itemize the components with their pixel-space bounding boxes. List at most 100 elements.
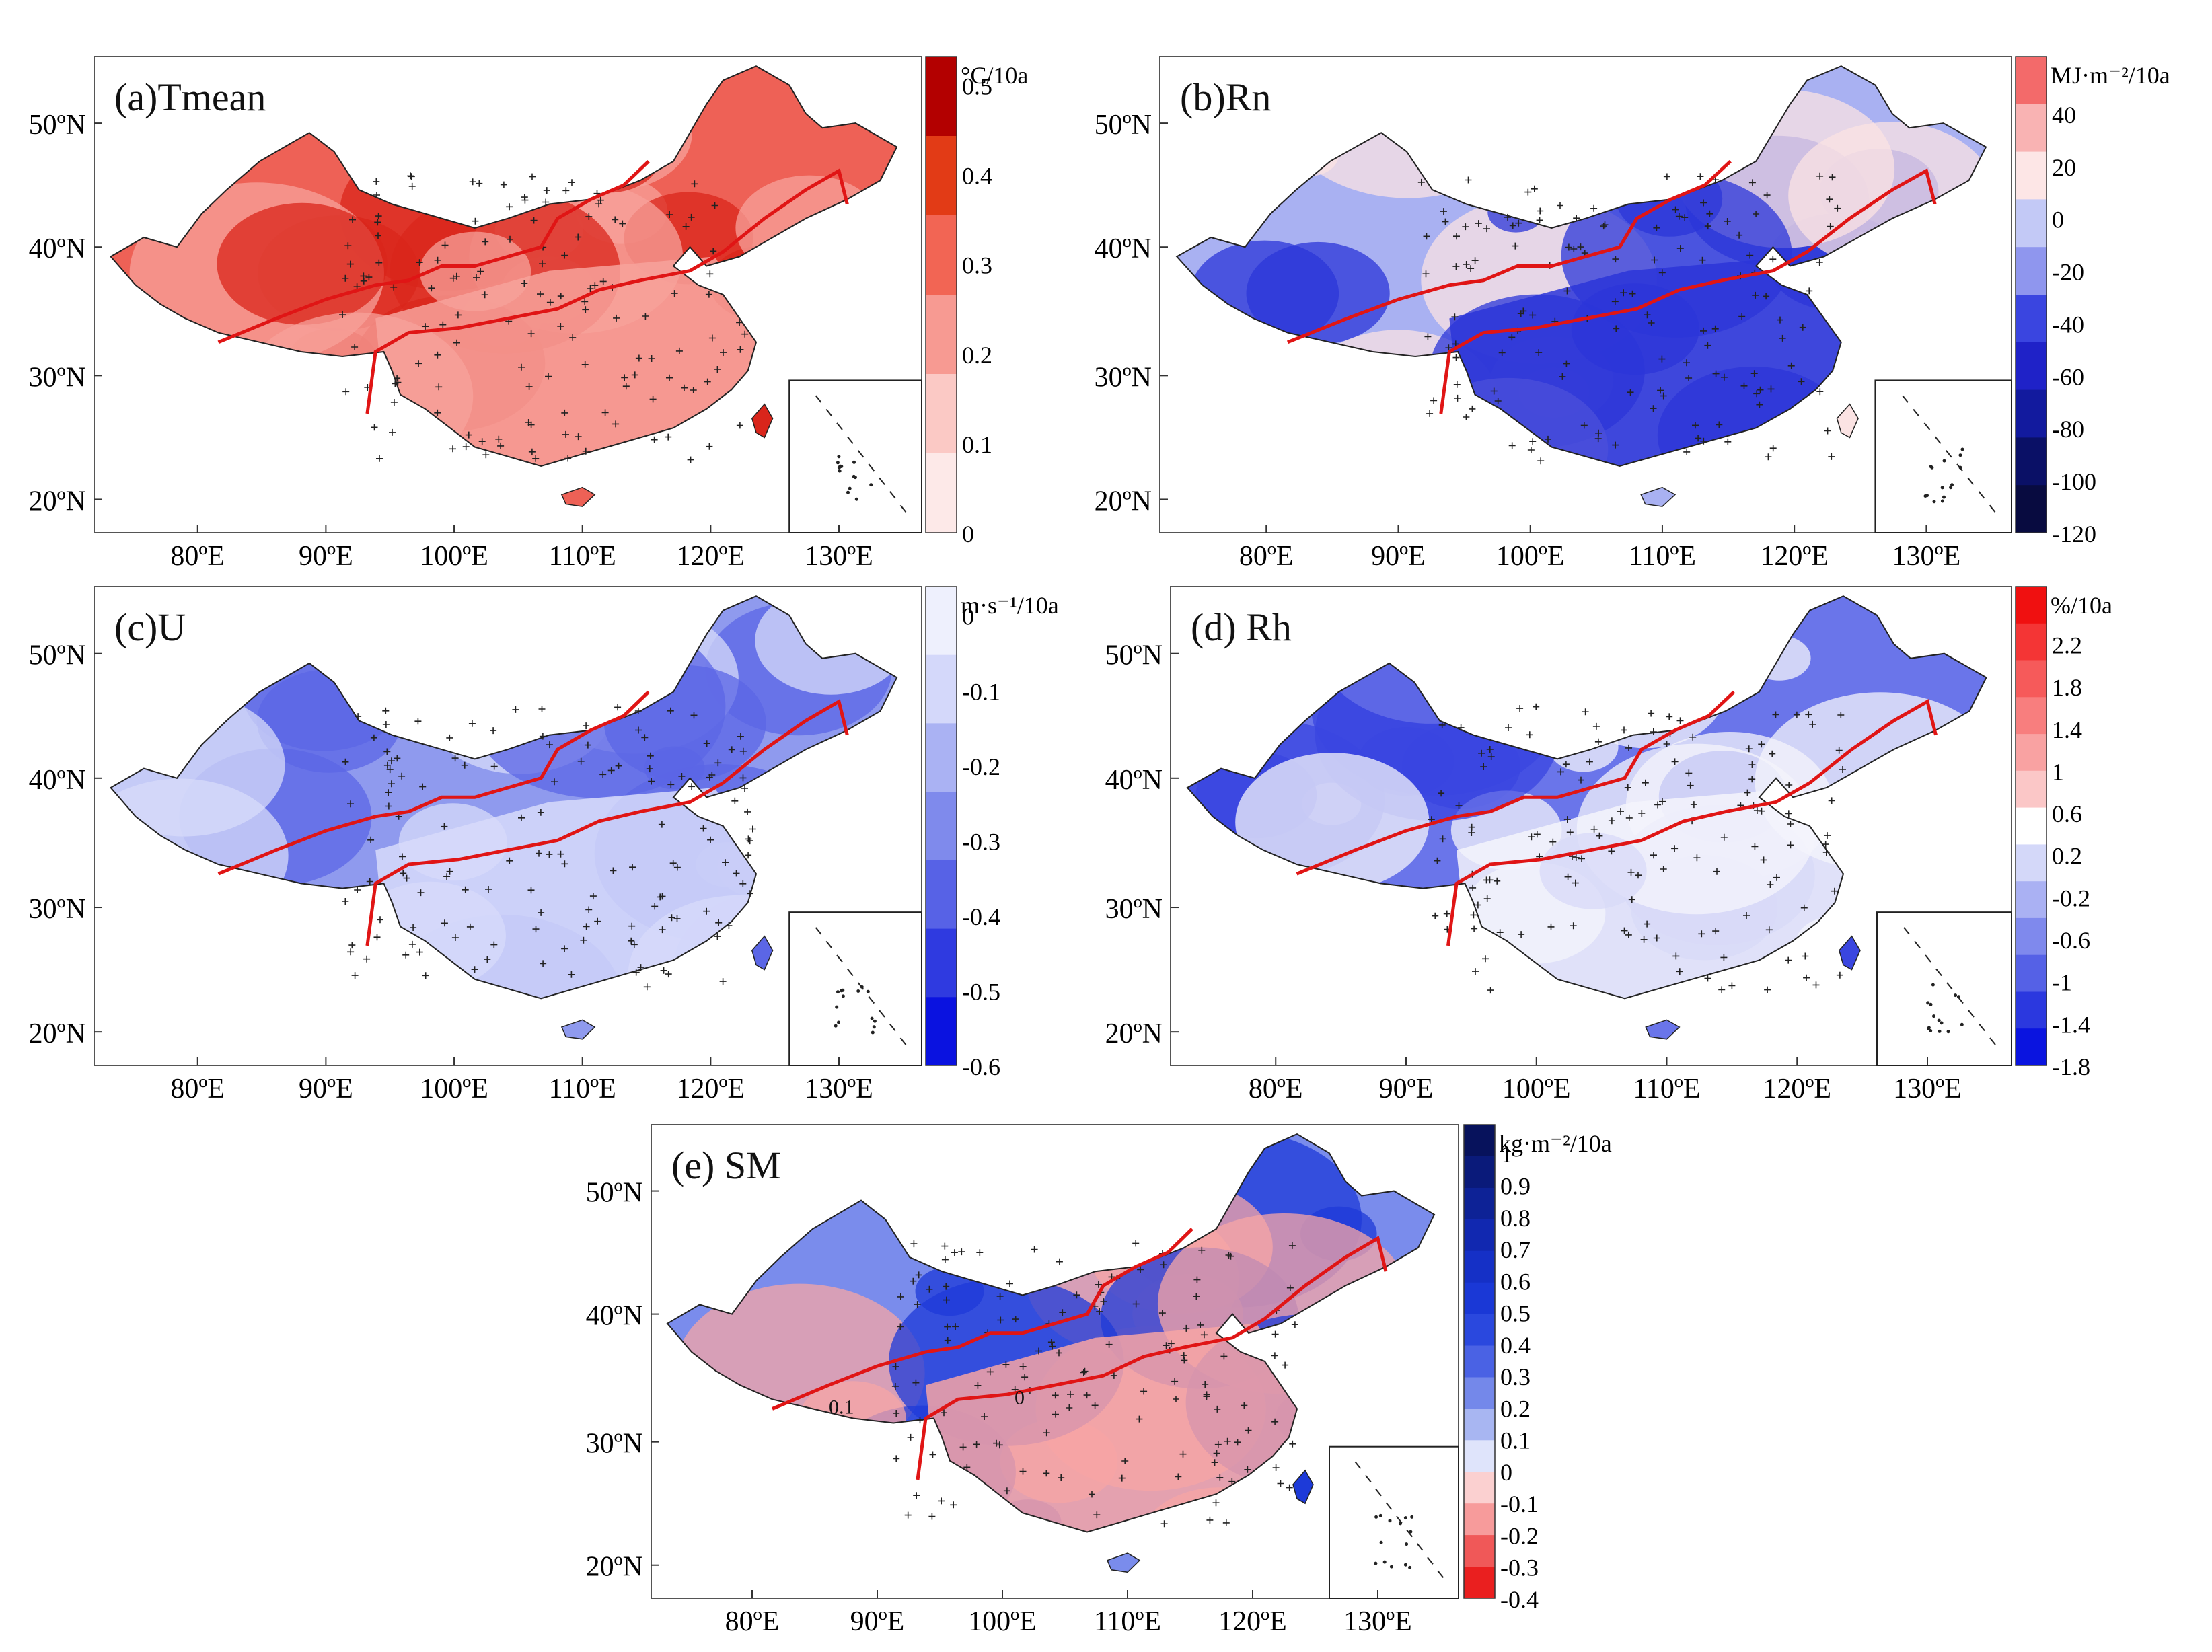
inset-dash <box>879 1010 885 1018</box>
station-marker <box>1829 174 1836 181</box>
station-marker <box>1175 1473 1182 1480</box>
inset-island <box>836 461 840 465</box>
colorbar-unit: m·s⁻¹/10a <box>961 592 1059 619</box>
colorbar-swatch <box>1464 1535 1495 1567</box>
station-marker <box>951 1249 958 1256</box>
station-marker <box>714 933 721 940</box>
station-marker <box>1712 928 1720 935</box>
station-marker <box>1282 1361 1289 1369</box>
station-marker <box>1625 814 1633 821</box>
colorbar-tick-label: 0.6 <box>1500 1268 1531 1295</box>
station-marker <box>495 435 503 443</box>
inset-dash <box>847 436 854 444</box>
inset-dash <box>1902 395 1909 403</box>
colorbar-frame <box>2015 56 2047 533</box>
inset-dash <box>836 954 843 963</box>
station-marker <box>351 972 359 979</box>
station-marker <box>441 919 448 927</box>
inset-island <box>873 1019 877 1023</box>
colorbar-tick-label: 0.1 <box>1500 1427 1531 1454</box>
station-marker <box>1056 1258 1063 1265</box>
colorbar-swatch <box>2016 991 2047 1029</box>
station-marker <box>1712 370 1720 377</box>
station-marker <box>1220 1353 1228 1360</box>
station-marker <box>1043 1470 1050 1477</box>
station-marker <box>441 241 449 249</box>
station-marker <box>1716 421 1723 428</box>
inset-dash <box>1946 450 1952 458</box>
station-marker <box>739 747 747 755</box>
taiwan-island <box>1836 403 1859 439</box>
station-marker <box>595 200 603 208</box>
colorbar-swatch <box>2016 917 2047 956</box>
station-marker <box>1720 954 1728 961</box>
inset-island <box>1938 1029 1942 1033</box>
station-marker <box>687 456 694 463</box>
station-marker <box>347 800 354 808</box>
station-marker <box>529 173 536 180</box>
station-marker <box>1140 1388 1148 1395</box>
station-marker <box>1167 1340 1175 1347</box>
station-marker <box>1158 1310 1166 1317</box>
station-marker <box>737 733 744 740</box>
inset-island <box>869 483 873 487</box>
lon-label: 120ºE <box>1218 1606 1287 1637</box>
station-marker <box>557 850 564 858</box>
station-marker <box>543 187 550 194</box>
station-marker <box>986 1368 994 1376</box>
station-marker <box>1720 833 1728 841</box>
colorbar-tick-label: -0.2 <box>2052 885 2090 911</box>
inset-dash <box>1989 504 1996 513</box>
station-marker <box>546 741 553 749</box>
colorbar-tick-label: 0.2 <box>1500 1395 1531 1422</box>
inset-dash <box>1946 982 1953 990</box>
colorbar-swatch <box>2016 1028 2047 1066</box>
station-marker <box>500 181 507 188</box>
inset-dash <box>857 450 864 458</box>
station-marker <box>1537 457 1545 465</box>
lon-label: 110ºE <box>549 541 616 572</box>
station-marker <box>1002 1361 1010 1368</box>
colorbar-tick-label: 0 <box>1500 1459 1512 1486</box>
station-marker <box>1439 835 1446 843</box>
station-marker <box>1471 257 1479 264</box>
station-marker <box>561 945 568 952</box>
station-marker <box>630 941 638 948</box>
station-marker <box>647 752 654 759</box>
station-marker <box>1563 816 1571 823</box>
hainan-island <box>560 486 596 507</box>
colorbar-tick-label: -0.4 <box>962 903 1000 930</box>
station-marker <box>1625 931 1632 938</box>
colorbar-swatch <box>2016 199 2047 248</box>
station-marker <box>1777 316 1783 324</box>
station-marker <box>1806 287 1813 295</box>
lon-label: 110ºE <box>1629 541 1696 572</box>
station-marker <box>1816 259 1823 266</box>
station-marker <box>400 870 407 877</box>
station-marker <box>1508 442 1516 449</box>
station-marker <box>587 285 594 292</box>
zone-boundary-line <box>1446 699 1938 946</box>
station-marker <box>715 919 723 926</box>
panel-c: (c)U 50ºN 40ºN 30ºN 20ºN 80ºE 90ºE 100ºE 110ºE 12… <box>29 586 1059 1104</box>
taiwan-island <box>1838 935 1861 971</box>
station-marker <box>1557 202 1563 209</box>
colorbar-unit: %/10a <box>2051 592 2112 619</box>
station-marker <box>1644 920 1651 928</box>
station-markers <box>1417 172 1841 465</box>
station-marker <box>375 232 381 239</box>
inset-dash <box>1978 491 1985 499</box>
lon-label: 130ºE <box>805 541 873 572</box>
station-marker <box>1608 817 1615 825</box>
station-marker <box>997 1316 1004 1324</box>
colorbar-swatch <box>2016 770 2047 809</box>
station-marker <box>704 378 711 385</box>
inset-island <box>1929 465 1933 469</box>
station-marker <box>941 1409 947 1417</box>
inset-dash <box>1936 968 1942 977</box>
station-marker <box>648 778 655 785</box>
station-marker <box>370 734 377 741</box>
station-marker <box>512 706 519 713</box>
station-marker <box>1809 720 1816 728</box>
station-marker <box>1482 955 1489 963</box>
